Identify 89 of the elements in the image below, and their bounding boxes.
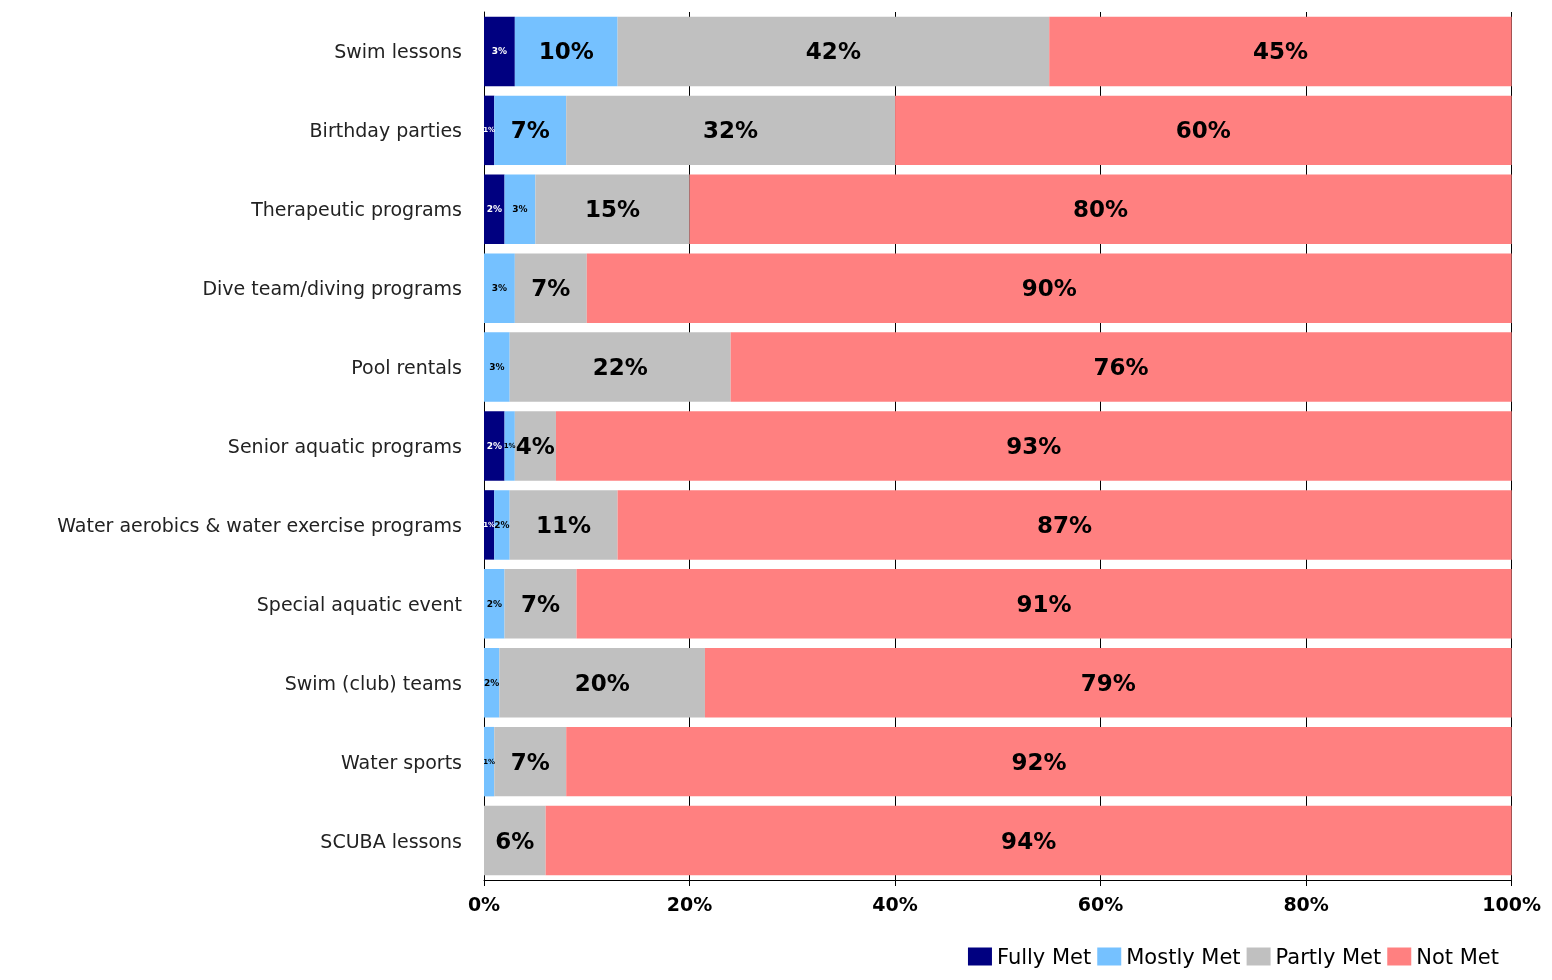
bar — [509, 332, 731, 402]
data-label: 42% — [805, 38, 861, 65]
bar — [617, 16, 1050, 87]
bar — [704, 648, 1512, 718]
data-label: 90% — [1021, 275, 1077, 302]
y-tick-label: Birthday parties — [309, 119, 462, 142]
data-label: 45% — [1252, 38, 1308, 65]
bar — [586, 253, 1512, 323]
bar — [484, 253, 515, 323]
bar — [484, 805, 546, 876]
data-label: 7% — [510, 748, 550, 775]
bar — [576, 569, 1512, 639]
legend-label: Fully Met — [996, 944, 1092, 969]
x-tick-label: 80% — [1283, 892, 1329, 915]
bar — [509, 490, 618, 560]
bar — [494, 95, 567, 166]
data-label: 6% — [495, 827, 535, 854]
bar — [535, 174, 690, 244]
y-tick-label: Therapeutic programs — [250, 198, 462, 221]
data-label: 3% — [491, 283, 508, 294]
bar — [895, 95, 1512, 166]
y-tick-label: Special aquatic event — [256, 592, 462, 615]
x-tick-label: 0% — [467, 892, 501, 915]
legend-label: Not Met — [1416, 944, 1500, 969]
legend-label: Partly Met — [1275, 944, 1382, 969]
bar — [484, 569, 505, 639]
bar — [566, 726, 1512, 797]
data-label: 2% — [484, 677, 500, 688]
bar — [555, 411, 1512, 481]
bar — [484, 490, 495, 560]
data-label: 2% — [486, 441, 502, 451]
data-label: 4% — [515, 433, 555, 459]
bar — [504, 174, 536, 244]
bar — [514, 253, 587, 323]
bar — [484, 16, 515, 87]
data-label: 80% — [1073, 196, 1129, 223]
bar — [484, 726, 495, 797]
data-label: 93% — [1006, 433, 1062, 459]
data-label: 3% — [489, 362, 505, 373]
data-label: 22% — [592, 354, 648, 381]
bar — [545, 805, 1512, 876]
bar — [689, 174, 1512, 244]
bar — [484, 411, 505, 481]
y-tick-label: Water sports — [341, 750, 462, 773]
bar — [514, 16, 618, 87]
data-label: 94% — [1001, 827, 1057, 854]
y-tick-label: Water aerobics & water exercise programs — [57, 513, 462, 536]
data-label: 91% — [1016, 590, 1072, 617]
y-tick-label: Swim (club) teams — [284, 671, 462, 694]
data-label: 3% — [512, 204, 528, 215]
x-tick-label: 20% — [666, 892, 713, 915]
data-label: 2% — [486, 598, 502, 609]
bar — [499, 648, 705, 718]
data-label: 10% — [538, 38, 594, 65]
legend-label: Mostly Met — [1126, 944, 1241, 969]
bar — [617, 490, 1512, 560]
bar — [730, 332, 1512, 402]
data-label: 11% — [536, 511, 592, 538]
bar — [1049, 16, 1512, 87]
bar — [484, 332, 510, 402]
data-label: 3% — [491, 46, 508, 57]
y-tick-label: Pool rentals — [351, 356, 462, 379]
data-label: 87% — [1037, 511, 1093, 538]
data-label: 2% — [486, 204, 502, 215]
bar — [494, 726, 567, 797]
data-label: 15% — [584, 196, 640, 223]
data-label: 76% — [1093, 354, 1149, 381]
bar — [494, 490, 510, 560]
data-label: 7% — [531, 275, 571, 302]
bar — [504, 569, 577, 639]
x-tick-label: 40% — [872, 892, 918, 915]
y-tick-label: Senior aquatic programs — [227, 435, 462, 457]
data-label: 7% — [510, 117, 550, 144]
data-label: 20% — [574, 669, 630, 696]
x-tick-label: 60% — [1077, 892, 1124, 915]
bar — [484, 174, 505, 244]
y-tick-label: Dive team/diving programs — [202, 277, 462, 300]
bar — [484, 95, 495, 166]
bar — [566, 95, 896, 166]
data-label: 32% — [703, 117, 759, 144]
data-label: 2% — [494, 519, 510, 530]
data-label: 7% — [520, 590, 561, 617]
data-label: 60% — [1175, 117, 1231, 144]
data-label: 79% — [1080, 669, 1136, 696]
data-label: 92% — [1011, 748, 1067, 775]
y-tick-label: Swim lessons — [334, 40, 462, 63]
y-tick-label: SCUBA lessons — [320, 829, 462, 852]
x-tick-label: 100% — [1482, 892, 1541, 915]
bar — [504, 411, 515, 481]
